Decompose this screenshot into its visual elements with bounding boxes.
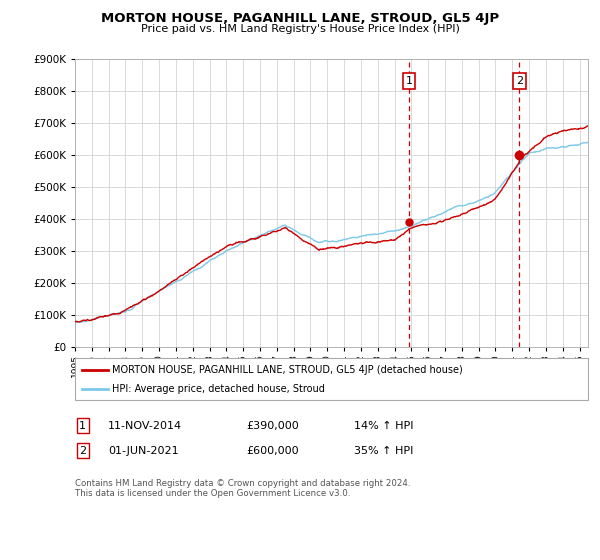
Text: 11-NOV-2014: 11-NOV-2014 [108,421,182,431]
Text: HPI: Average price, detached house, Stroud: HPI: Average price, detached house, Stro… [112,384,325,394]
Text: MORTON HOUSE, PAGANHILL LANE, STROUD, GL5 4JP (detached house): MORTON HOUSE, PAGANHILL LANE, STROUD, GL… [112,365,463,375]
Text: £390,000: £390,000 [246,421,299,431]
Text: 1: 1 [79,421,86,431]
Text: 1: 1 [406,76,413,86]
Text: 2: 2 [79,446,86,456]
Text: MORTON HOUSE, PAGANHILL LANE, STROUD, GL5 4JP: MORTON HOUSE, PAGANHILL LANE, STROUD, GL… [101,12,499,25]
Text: 01-JUN-2021: 01-JUN-2021 [108,446,179,456]
Text: £600,000: £600,000 [246,446,299,456]
Text: 35% ↑ HPI: 35% ↑ HPI [354,446,413,456]
Text: Contains HM Land Registry data © Crown copyright and database right 2024.
This d: Contains HM Land Registry data © Crown c… [75,479,410,498]
Text: 2: 2 [516,76,523,86]
Text: 14% ↑ HPI: 14% ↑ HPI [354,421,413,431]
Text: Price paid vs. HM Land Registry's House Price Index (HPI): Price paid vs. HM Land Registry's House … [140,24,460,34]
